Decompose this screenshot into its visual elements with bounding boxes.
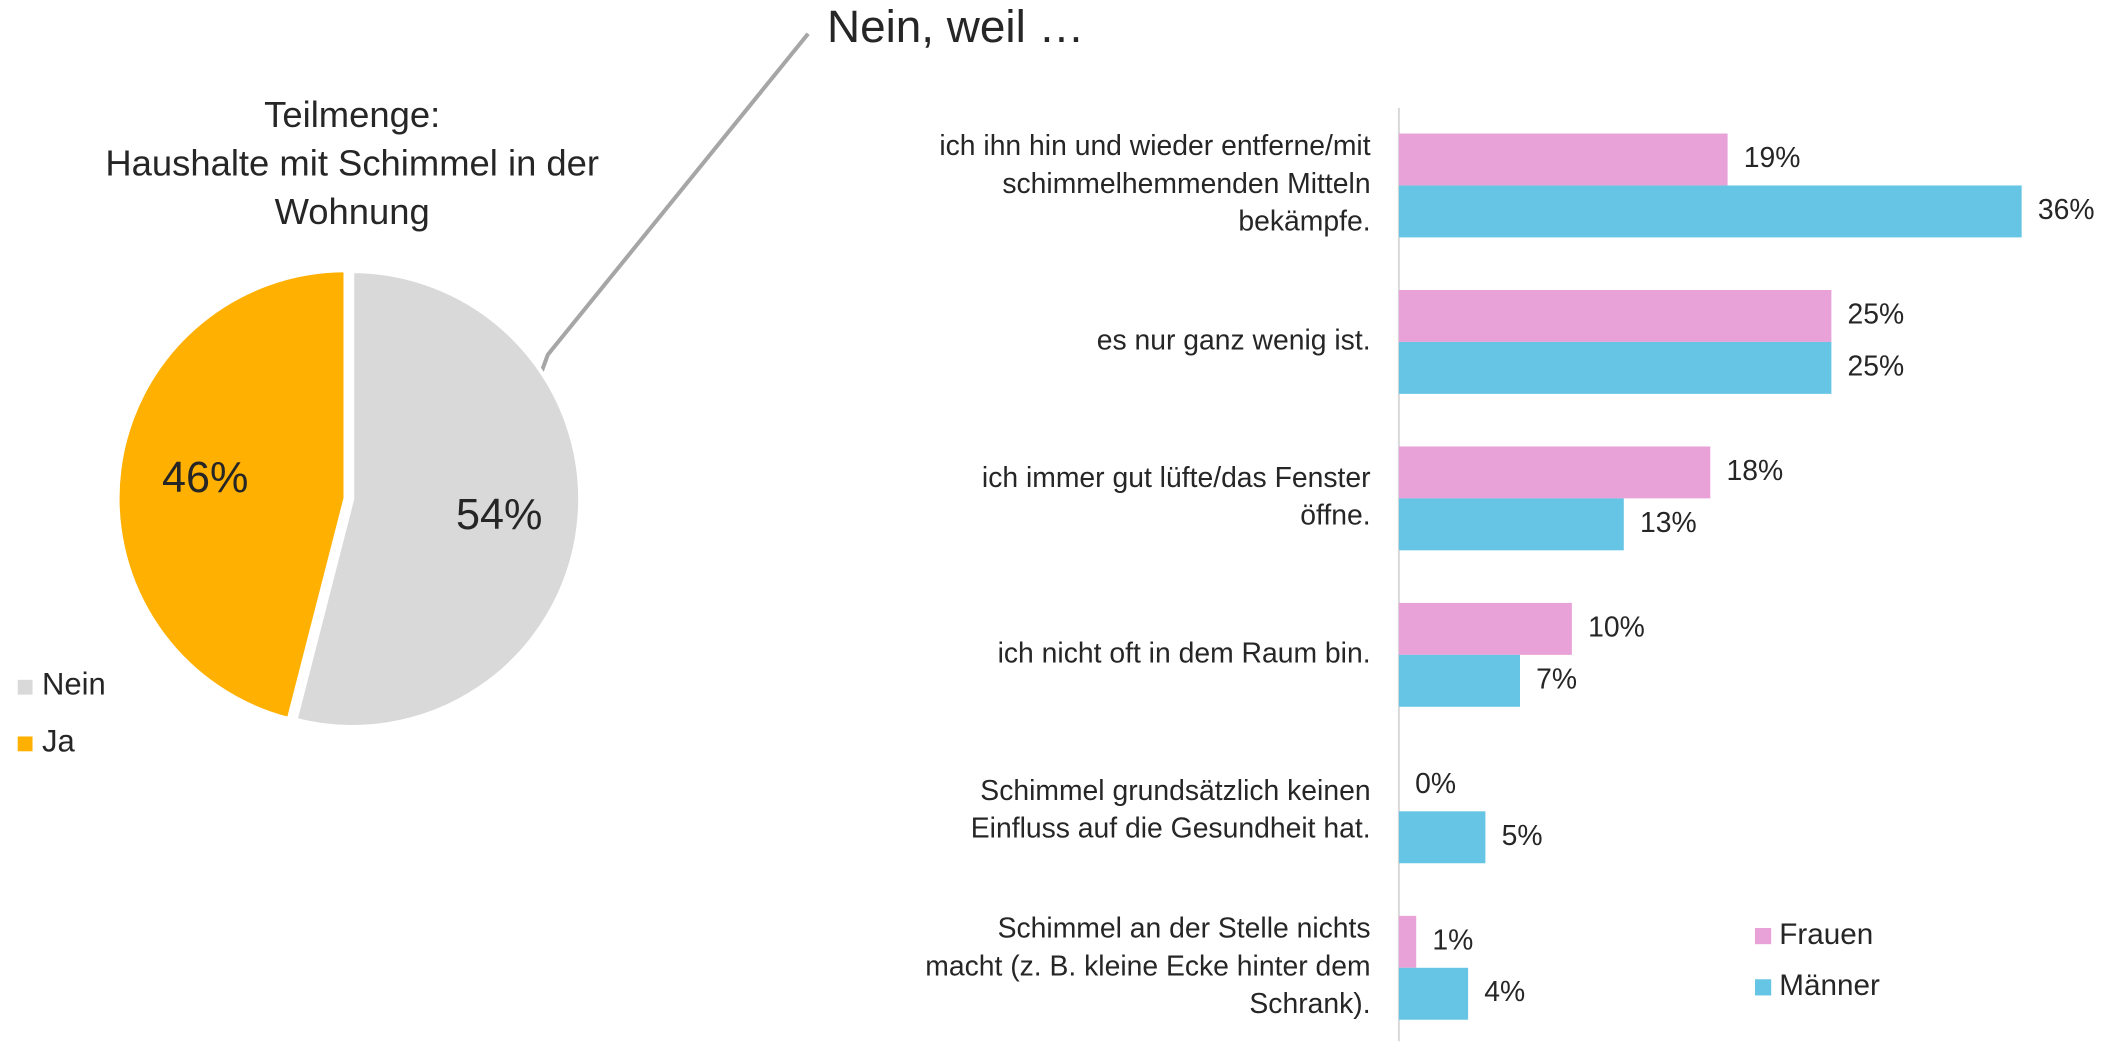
category-label: Schimmel an der Stelle nichts bbox=[998, 913, 1371, 945]
bar bbox=[1398, 133, 1728, 186]
category-label: schimmelhemmenden Mitteln bbox=[1002, 168, 1370, 200]
chart-title: Teilmenge: bbox=[264, 94, 440, 135]
legend-swatch bbox=[17, 736, 33, 752]
data-label: 18% bbox=[1726, 455, 1783, 487]
category-label: Schrank). bbox=[1249, 988, 1370, 1020]
data-label: 0% bbox=[1415, 768, 1456, 800]
category-label: öffne. bbox=[1300, 500, 1370, 532]
data-label: 36% bbox=[2038, 194, 2095, 226]
data-label: 10% bbox=[1588, 611, 1645, 643]
bar bbox=[1398, 602, 1572, 655]
data-label: 5% bbox=[1502, 820, 1543, 852]
category-label: ich nicht oft in dem Raum bin. bbox=[998, 637, 1371, 669]
data-label: 46% bbox=[162, 454, 248, 502]
data-label: 4% bbox=[1484, 976, 1525, 1008]
bar bbox=[1398, 341, 1832, 394]
legend-swatch bbox=[1755, 928, 1772, 945]
data-label: 25% bbox=[1848, 298, 1905, 330]
legend-label: Männer bbox=[1779, 969, 1880, 1002]
legend-label: Nein bbox=[42, 667, 106, 702]
pie-slice bbox=[293, 269, 583, 729]
chart-title: Nein, weil … bbox=[827, 0, 1084, 52]
legend-label: Ja bbox=[42, 723, 76, 758]
bar bbox=[1398, 967, 1469, 1020]
category-label: es nur ganz wenig ist. bbox=[1097, 324, 1371, 356]
category-label: bekämpfe. bbox=[1238, 206, 1370, 238]
data-label: 54% bbox=[456, 491, 542, 539]
chart-title: Haushalte mit Schimmel in der bbox=[105, 143, 599, 184]
bar bbox=[1398, 185, 2022, 238]
data-label: 25% bbox=[1848, 350, 1905, 382]
pie-slice bbox=[115, 268, 348, 722]
legend-swatch bbox=[1755, 979, 1772, 996]
bar bbox=[1398, 446, 1711, 499]
category-label: ich ihn hin und wieder entferne/mit bbox=[939, 130, 1370, 162]
bar bbox=[1398, 811, 1486, 864]
data-label: 1% bbox=[1432, 924, 1473, 956]
data-label: 13% bbox=[1640, 507, 1697, 539]
legend-label: Frauen bbox=[1779, 918, 1873, 951]
category-label: ich immer gut lüfte/das Fenster bbox=[982, 462, 1371, 494]
chart-title: Wohnung bbox=[275, 191, 430, 232]
bar bbox=[1398, 290, 1832, 342]
category-label: Einfluss auf die Gesundheit hat. bbox=[971, 813, 1371, 845]
bar bbox=[1398, 498, 1624, 551]
bar bbox=[1398, 915, 1417, 968]
data-label: 19% bbox=[1744, 142, 1801, 174]
legend-swatch bbox=[17, 679, 33, 695]
category-label: Schimmel grundsätzlich keinen bbox=[980, 775, 1370, 807]
data-label: 7% bbox=[1536, 663, 1577, 695]
category-label: macht (z. B. kleine Ecke hinter dem bbox=[925, 950, 1370, 982]
bar bbox=[1398, 654, 1520, 707]
